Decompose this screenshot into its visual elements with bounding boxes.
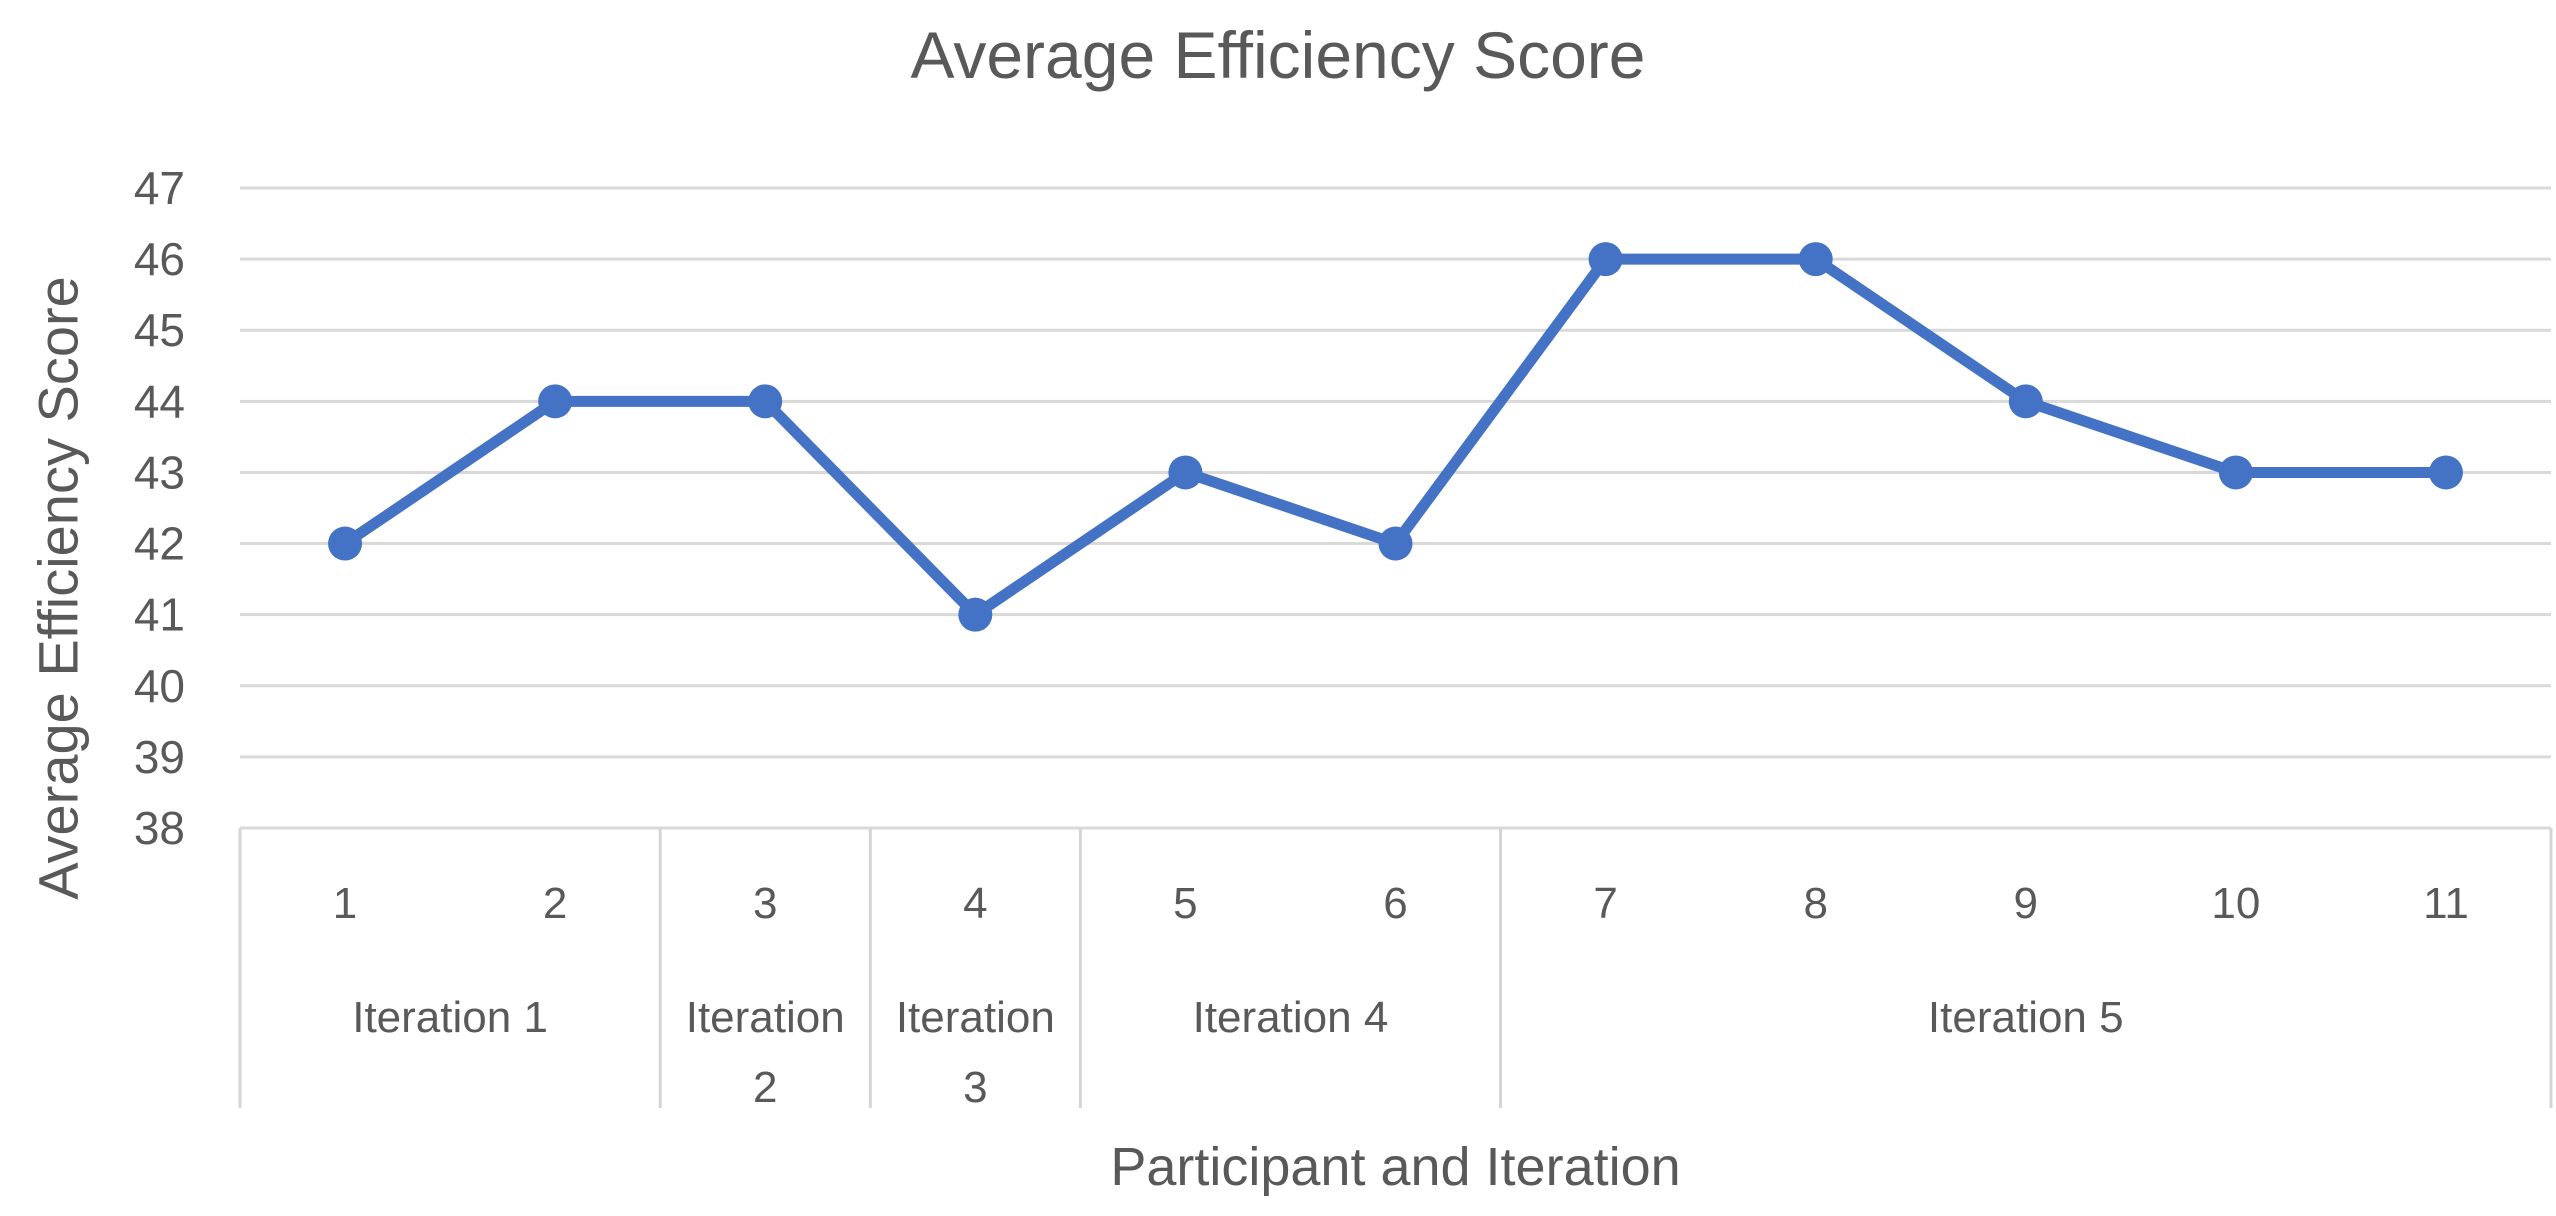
participant-label-5: 5 <box>1173 879 1197 928</box>
y-tick-label-40: 40 <box>134 660 185 712</box>
chart-title: Average Efficiency Score <box>910 18 1646 92</box>
data-point-marker-6 <box>1378 526 1413 561</box>
y-tick-label-45: 45 <box>134 304 185 356</box>
data-point-marker-5 <box>1168 455 1203 490</box>
participant-label-8: 8 <box>1803 879 1827 928</box>
iteration-group-label-3-line2: 3 <box>963 1063 987 1112</box>
y-tick-label-43: 43 <box>134 446 185 498</box>
iteration-group-label-4: Iteration 4 <box>1193 993 1389 1042</box>
participant-label-11: 11 <box>2423 879 2469 928</box>
iteration-group-label-5: Iteration 5 <box>1928 993 2124 1042</box>
y-tick-label-46: 46 <box>134 233 185 285</box>
data-point-marker-4 <box>958 597 993 632</box>
participant-label-7: 7 <box>1593 879 1617 928</box>
participant-label-2: 2 <box>543 879 567 928</box>
iteration-group-label-2: Iteration <box>686 993 845 1042</box>
data-point-marker-7 <box>1588 242 1623 277</box>
data-point-marker-10 <box>2218 455 2253 490</box>
participant-label-3: 3 <box>753 879 777 928</box>
y-tick-label-39: 39 <box>134 731 185 783</box>
iteration-group-label-2-line2: 2 <box>753 1063 777 1112</box>
y-tick-label-41: 41 <box>134 589 185 641</box>
data-point-marker-3 <box>748 384 783 419</box>
y-tick-label-42: 42 <box>134 518 185 570</box>
iteration-group-label-1: Iteration 1 <box>352 993 548 1042</box>
participant-label-1: 1 <box>333 879 357 928</box>
participant-label-10: 10 <box>2211 879 2260 928</box>
participant-label-6: 6 <box>1383 879 1407 928</box>
data-point-marker-1 <box>328 526 363 561</box>
y-tick-label-44: 44 <box>134 375 185 427</box>
x-axis-title: Participant and Iteration <box>1110 1137 1681 1197</box>
y-tick-label-47: 47 <box>134 162 185 214</box>
data-point-marker-11 <box>2428 455 2463 490</box>
series-line <box>339 253 2452 621</box>
participant-label-9: 9 <box>2014 879 2038 928</box>
iteration-group-label-3: Iteration <box>896 993 1055 1042</box>
data-point-marker-2 <box>538 384 573 419</box>
data-point-marker-9 <box>2008 384 2043 419</box>
participant-label-4: 4 <box>963 879 987 928</box>
data-point-marker-8 <box>1798 242 1833 277</box>
y-tick-label-38: 38 <box>134 802 185 854</box>
